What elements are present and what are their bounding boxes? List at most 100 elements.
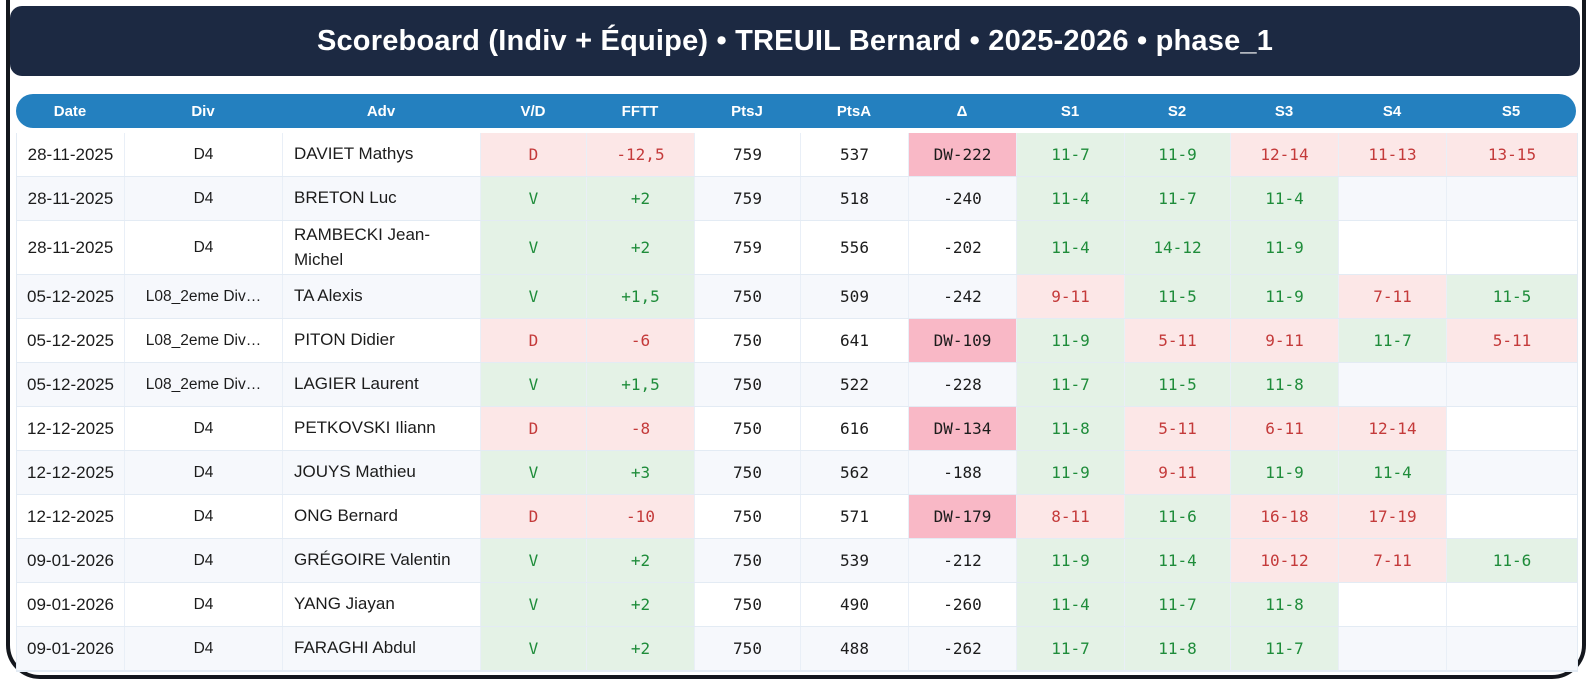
cell-set-s3: 10-12 [1231,539,1339,583]
cell-division: D4 [125,495,283,539]
cell-set-s1: 11-4 [1017,221,1125,275]
cell-fftt-points: +2 [587,539,695,583]
table-row: 28-11-2025 D4 BRETON Luc V +2 759 518 -240 11-4 1… [17,177,1577,221]
cell-division: D4 [125,451,283,495]
cell-opponent: LAGIER Laurent [283,363,481,407]
scoreboard-table: 28-11-2025 D4 DAVIET Mathys D -12,5 759 537 DW-… [16,133,1578,673]
cell-set-s3: 11-7 [1231,627,1339,671]
cell-points-player: 750 [695,275,801,319]
cell-victory-defeat: D [481,319,587,363]
column-header-adv: Adv [366,102,396,120]
cell-opponent: GRÉGOIRE Valentin [283,539,481,583]
cell-fftt-points: +1,5 [587,275,695,319]
cell-division: D4 [125,221,283,275]
cell-set-s5 [1447,495,1577,538]
cell-set-s4 [1339,583,1447,627]
cell-set-s4: 11-13 [1339,133,1447,176]
cell-set-s2: 11-8 [1125,627,1231,671]
cell-points-player: 750 [695,583,801,627]
cell-points-adversary: 562 [801,451,909,495]
cell-points-player: 750 [695,319,801,363]
cell-opponent: PETKOVSKI Iliann [283,407,481,451]
cell-set-s4 [1339,363,1447,407]
cell-set-s4 [1339,177,1447,220]
cell-set-s2: 11-9 [1125,133,1231,176]
cell-points-adversary: 488 [801,627,909,671]
cell-set-s2: 5-11 [1125,319,1231,363]
cell-fftt-points: +2 [587,221,695,275]
cell-victory-defeat: V [481,539,587,583]
cell-victory-defeat: D [481,133,587,176]
cell-set-s4: 7-11 [1339,275,1447,319]
cell-victory-defeat: V [481,451,587,495]
cell-set-s2: 11-7 [1125,177,1231,220]
cell-points-player: 759 [695,133,801,176]
cell-division: D4 [125,177,283,220]
cell-delta: -262 [909,627,1017,671]
cell-victory-defeat: V [481,275,587,319]
cell-points-player: 759 [695,221,801,275]
cell-fftt-points: +3 [587,451,695,495]
cell-points-player: 750 [695,363,801,407]
cell-division: D4 [125,627,283,671]
cell-victory-defeat: V [481,221,587,275]
cell-date: 09-01-2026 [17,627,125,671]
cell-fftt-points: +2 [587,627,695,671]
cell-set-s5: 11-5 [1447,275,1577,319]
cell-opponent: YANG Jiayan [283,583,481,627]
cell-set-s1: 11-7 [1017,133,1125,176]
table-header-row: Date Div Adv V/D FFTT PtsJ PtsA Δ S1 S2 S3 S4 S5 [16,94,1576,128]
cell-date: 05-12-2025 [17,319,125,363]
cell-opponent: DAVIET Mathys [283,133,481,176]
cell-set-s1: 11-4 [1017,177,1125,220]
cell-set-s4 [1339,627,1447,671]
cell-opponent: FARAGHI Abdul [283,627,481,671]
cell-set-s4: 7-11 [1339,539,1447,583]
cell-date: 12-12-2025 [17,495,125,539]
cell-points-player: 750 [695,495,801,539]
cell-division: D4 [125,539,283,583]
cell-fftt-points: +2 [587,177,695,220]
cell-points-adversary: 509 [801,275,909,319]
cell-opponent: RAMBECKI Jean-Michel [283,221,481,275]
cell-set-s2: 11-5 [1125,275,1231,319]
cell-victory-defeat: V [481,363,587,407]
column-header-s5: S5 [1501,102,1521,120]
cell-set-s3: 11-4 [1231,177,1339,220]
cell-set-s3: 11-8 [1231,363,1339,407]
cell-set-s1: 11-4 [1017,583,1125,627]
cell-set-s4: 11-7 [1339,319,1447,363]
cell-fftt-points: -6 [587,319,695,363]
cell-opponent: BRETON Luc [283,177,481,220]
cell-set-s2: 11-4 [1125,539,1231,583]
cell-set-s5 [1447,627,1577,670]
cell-points-adversary: 556 [801,221,909,275]
table-row: 12-12-2025 D4 JOUYS Mathieu V +3 750 562 -188 11… [17,451,1577,496]
cell-set-s5 [1447,407,1577,450]
column-header-s1: S1 [1060,102,1080,120]
cell-division: D4 [125,133,283,176]
cell-points-adversary: 518 [801,177,909,220]
cell-set-s5 [1447,363,1577,406]
cell-date: 12-12-2025 [17,451,125,495]
cell-set-s5: 11-6 [1447,539,1577,583]
cell-date: 05-12-2025 [17,363,125,407]
cell-set-s5: 5-11 [1447,319,1577,363]
table-row: 05-12-2025 L08_2eme Div… PITON Didier D -6 75… [17,319,1577,364]
cell-delta: -202 [909,221,1017,275]
table-row: 28-11-2025 D4 RAMBECKI Jean-Michel V +2 759 55… [17,221,1577,276]
cell-fftt-points: -12,5 [587,133,695,176]
cell-points-adversary: 522 [801,363,909,407]
cell-set-s5: 13-15 [1447,133,1577,176]
cell-set-s2: 11-5 [1125,363,1231,407]
cell-set-s3: 11-8 [1231,583,1339,627]
cell-date: 28-11-2025 [17,221,125,275]
cell-division: L08_2eme Div… [125,363,283,407]
column-header-s2: S2 [1167,102,1187,120]
cell-set-s5 [1447,583,1577,626]
cell-opponent: JOUYS Mathieu [283,451,481,495]
cell-division: D4 [125,583,283,627]
cell-set-s5 [1447,177,1577,220]
cell-set-s1: 11-9 [1017,539,1125,583]
column-header-ptsj: PtsJ [731,102,763,120]
